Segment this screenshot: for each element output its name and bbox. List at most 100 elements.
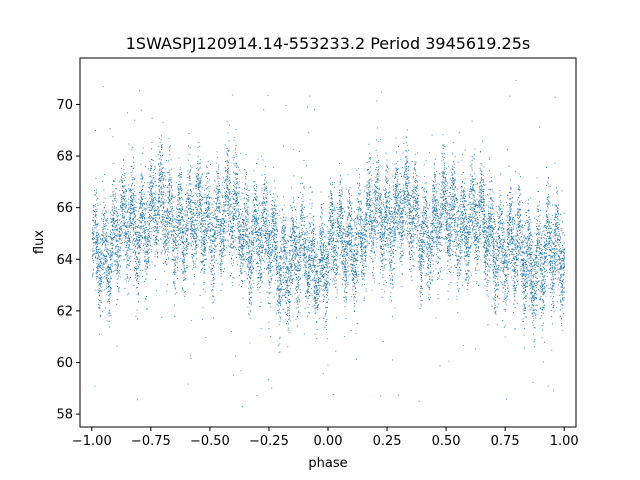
data-point <box>547 221 549 223</box>
data-point <box>512 270 514 272</box>
data-point <box>243 229 245 231</box>
data-point <box>527 227 529 229</box>
data-point <box>229 176 230 178</box>
data-point <box>426 205 428 207</box>
data-point <box>253 232 254 234</box>
data-point <box>142 211 143 213</box>
data-point <box>553 219 555 221</box>
data-point <box>562 232 564 234</box>
data-point <box>269 262 271 264</box>
data-point <box>204 196 206 198</box>
data-point <box>400 222 402 224</box>
data-point <box>453 167 455 168</box>
data-point <box>364 233 366 235</box>
data-point <box>233 199 234 200</box>
data-point <box>297 239 298 241</box>
data-point <box>242 238 243 240</box>
data-point <box>393 239 395 241</box>
data-point <box>383 258 385 260</box>
data-point <box>299 264 301 266</box>
data-point <box>373 214 375 216</box>
data-point <box>520 226 522 227</box>
data-point <box>412 229 414 231</box>
data-point <box>455 217 457 219</box>
data-point <box>388 247 390 248</box>
data-point <box>355 300 357 302</box>
data-point <box>228 229 230 231</box>
data-point <box>140 214 142 216</box>
data-point <box>455 225 457 227</box>
data-point <box>401 233 402 234</box>
data-point <box>336 221 338 223</box>
data-point <box>512 218 514 219</box>
data-point <box>411 235 412 236</box>
data-point <box>106 241 107 242</box>
data-point <box>424 188 425 190</box>
data-point <box>128 248 130 250</box>
data-point <box>232 197 234 199</box>
data-point <box>366 194 368 196</box>
data-point <box>295 234 297 236</box>
data-point <box>331 245 332 247</box>
data-point <box>500 220 501 222</box>
data-point <box>142 176 144 178</box>
data-point <box>428 232 429 234</box>
data-point <box>138 231 140 233</box>
data-point <box>377 221 379 223</box>
data-point <box>111 238 112 240</box>
data-point <box>543 255 545 257</box>
data-point <box>488 236 490 238</box>
data-point <box>502 261 504 263</box>
data-point <box>355 272 357 274</box>
data-point <box>223 210 225 211</box>
data-point <box>120 236 122 238</box>
data-point <box>503 271 504 273</box>
data-point <box>126 241 128 243</box>
data-point <box>138 263 140 265</box>
data-point <box>378 196 380 197</box>
data-point <box>186 245 188 247</box>
data-point <box>444 165 445 167</box>
data-point <box>518 217 520 219</box>
data-point <box>124 241 125 243</box>
data-point <box>375 196 377 198</box>
data-point <box>141 218 143 220</box>
data-point <box>461 215 463 216</box>
data-point <box>456 232 458 234</box>
data-point <box>133 212 135 214</box>
data-point <box>228 196 229 198</box>
data-point <box>445 237 447 238</box>
data-point <box>142 270 144 271</box>
data-point <box>429 204 430 206</box>
data-point <box>253 216 255 218</box>
data-point <box>259 269 261 271</box>
data-point <box>531 263 532 265</box>
data-point <box>461 243 463 245</box>
data-point <box>455 266 457 268</box>
data-point <box>264 197 266 198</box>
data-point <box>424 241 425 243</box>
data-point <box>466 242 468 244</box>
data-point <box>539 201 540 203</box>
data-point <box>367 222 369 224</box>
data-point <box>245 203 247 205</box>
data-point <box>174 283 176 284</box>
data-point <box>457 288 459 290</box>
data-point <box>410 217 412 219</box>
data-point <box>434 240 436 242</box>
data-point <box>549 232 551 234</box>
data-point <box>194 214 196 216</box>
data-point <box>197 222 199 224</box>
data-point <box>95 225 97 227</box>
data-point <box>454 204 456 206</box>
data-point <box>330 183 331 185</box>
data-point <box>315 300 317 301</box>
data-point <box>324 287 326 289</box>
data-point <box>245 178 247 180</box>
data-point <box>416 243 418 244</box>
data-point <box>313 270 315 272</box>
data-point <box>243 253 245 255</box>
data-point <box>496 289 497 290</box>
data-point <box>393 222 395 224</box>
data-point <box>433 187 435 189</box>
